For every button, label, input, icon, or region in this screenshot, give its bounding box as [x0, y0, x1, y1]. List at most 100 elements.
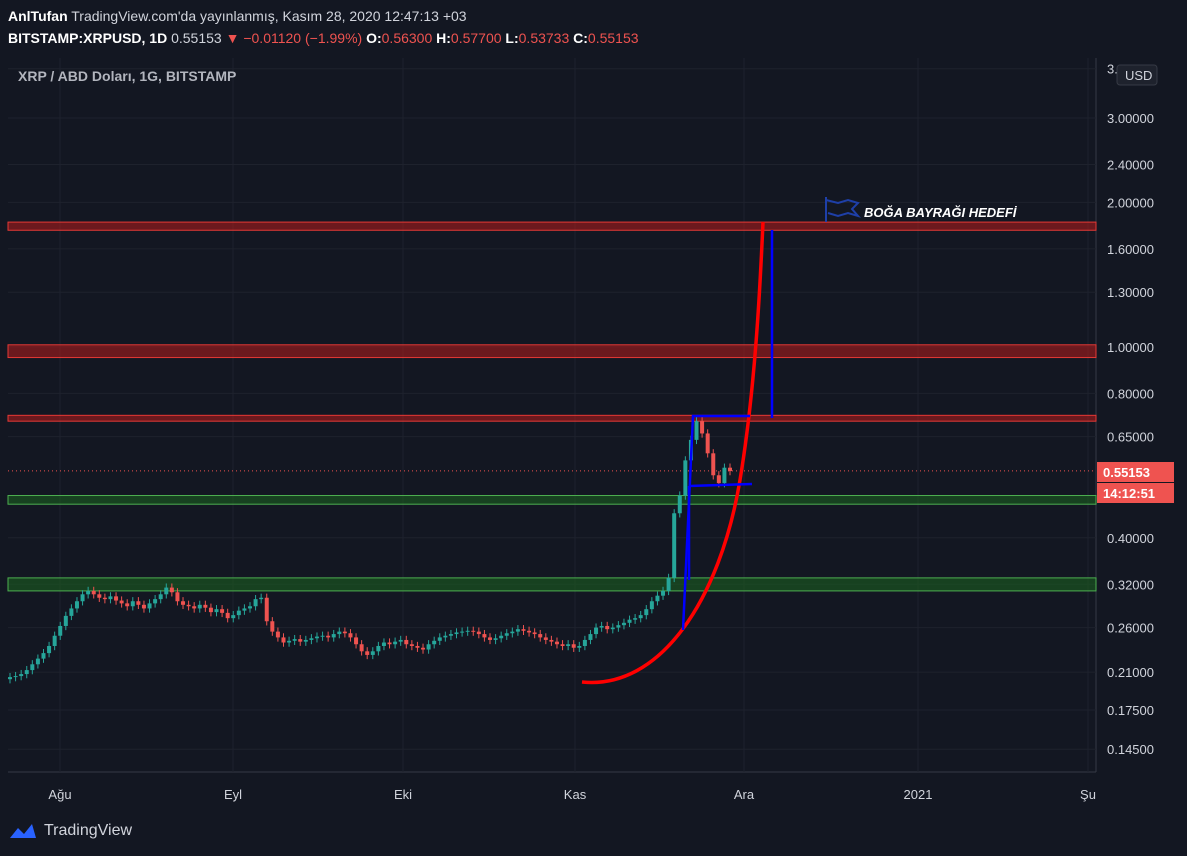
candle-body	[114, 596, 119, 601]
candle-body	[320, 635, 325, 637]
candle-body	[281, 637, 286, 643]
candle-body	[91, 590, 96, 595]
candle-body	[387, 642, 392, 645]
y-tick-label: 1.60000	[1107, 242, 1154, 257]
x-tick-label: Eyl	[224, 787, 242, 802]
y-tick-label: 2.40000	[1107, 157, 1154, 172]
candle-body	[130, 601, 135, 607]
candle-body	[309, 638, 314, 640]
candle-body	[376, 645, 381, 652]
candle-body	[649, 601, 654, 610]
y-tick-label: 0.80000	[1107, 386, 1154, 401]
low-value: 0.53733	[518, 30, 570, 46]
open-value: 0.56300	[381, 30, 433, 46]
close-label: C:	[573, 30, 588, 46]
candle-body	[35, 658, 40, 665]
candle-body	[571, 644, 576, 648]
tradingview-brand: TradingView	[8, 822, 132, 840]
candle-body	[69, 608, 74, 616]
candle-body	[521, 629, 526, 631]
candle-body	[236, 610, 241, 616]
y-tick-label: 0.26000	[1107, 621, 1154, 636]
candle-body	[705, 433, 710, 454]
y-tick-label: 0.32000	[1107, 577, 1154, 592]
candle-body	[443, 635, 448, 638]
candle-body	[621, 622, 626, 626]
candle-body	[638, 615, 643, 619]
currency-label: USD	[1125, 68, 1152, 83]
candle-body	[354, 637, 359, 645]
candle-body	[287, 640, 292, 643]
candle-body	[415, 645, 420, 648]
candle-body	[192, 606, 197, 609]
resistance-zone	[7, 344, 1097, 359]
resistance-zone	[7, 414, 1097, 422]
candle-body	[504, 633, 509, 636]
candle-body	[158, 594, 163, 600]
open-label: O:	[366, 30, 382, 46]
candle-body	[208, 607, 213, 613]
candle-body	[476, 631, 481, 635]
candle-body	[326, 635, 331, 638]
candle-body	[426, 644, 431, 650]
candle-body	[141, 604, 146, 609]
candle-body	[577, 645, 582, 648]
currency-button[interactable]	[1116, 64, 1158, 86]
candle-body	[259, 597, 264, 600]
candle-body	[181, 601, 186, 605]
candle-body	[331, 634, 336, 638]
candle-body	[125, 603, 130, 607]
candle-body	[292, 639, 297, 641]
candle-body	[19, 674, 24, 677]
parabolic-curve	[581, 221, 765, 685]
candle-body	[24, 670, 29, 675]
symbol-label: BITSTAMP:XRPUSD, 1D	[8, 30, 168, 46]
candle-body	[471, 630, 476, 632]
high-label: H:	[436, 30, 451, 46]
candle-body	[359, 644, 364, 652]
candle-body	[102, 597, 107, 600]
candle-body	[728, 467, 732, 472]
candle-body	[337, 631, 342, 635]
down-arrow-icon: ▼	[225, 30, 240, 46]
candle-body	[242, 608, 247, 611]
candle-body	[86, 590, 91, 595]
candle-body	[644, 609, 649, 616]
high-value: 0.57700	[450, 30, 502, 46]
candle-body	[460, 631, 465, 633]
candle-body	[270, 621, 275, 632]
tradingview-logo-icon	[10, 824, 36, 838]
candle-body	[599, 625, 604, 628]
low-label: L:	[505, 30, 519, 46]
y-tick-label: 0.17500	[1107, 703, 1154, 718]
last-price: 0.55153	[171, 30, 222, 46]
y-tick-label: 0.40000	[1107, 531, 1154, 546]
candle-body	[655, 595, 660, 602]
candle-body	[398, 639, 403, 642]
candle-body	[253, 599, 258, 607]
candle-body	[510, 631, 515, 634]
candle-body	[538, 634, 543, 638]
candle-body	[303, 639, 308, 642]
candle-body	[722, 467, 727, 484]
candle-body	[560, 644, 565, 646]
y-tick-label: 3.00000	[1107, 111, 1154, 126]
drawings	[581, 221, 774, 685]
candle-body	[225, 612, 230, 619]
candle-body	[381, 642, 386, 646]
candle-body	[13, 676, 18, 678]
candle-body	[220, 609, 225, 613]
candle-body	[108, 596, 113, 600]
candle-body	[437, 637, 442, 641]
candle-body	[41, 653, 46, 659]
publish-date: TradingView.com'da yayınlanmış, Kasım 28…	[71, 8, 467, 24]
candle-body	[515, 629, 520, 632]
candle-body	[605, 625, 610, 630]
resistance-zone	[7, 221, 1097, 231]
candle-body	[298, 639, 303, 642]
candle-body	[711, 453, 716, 476]
candle-body	[74, 601, 79, 609]
candle-body	[30, 664, 35, 671]
candle-body	[532, 632, 537, 635]
